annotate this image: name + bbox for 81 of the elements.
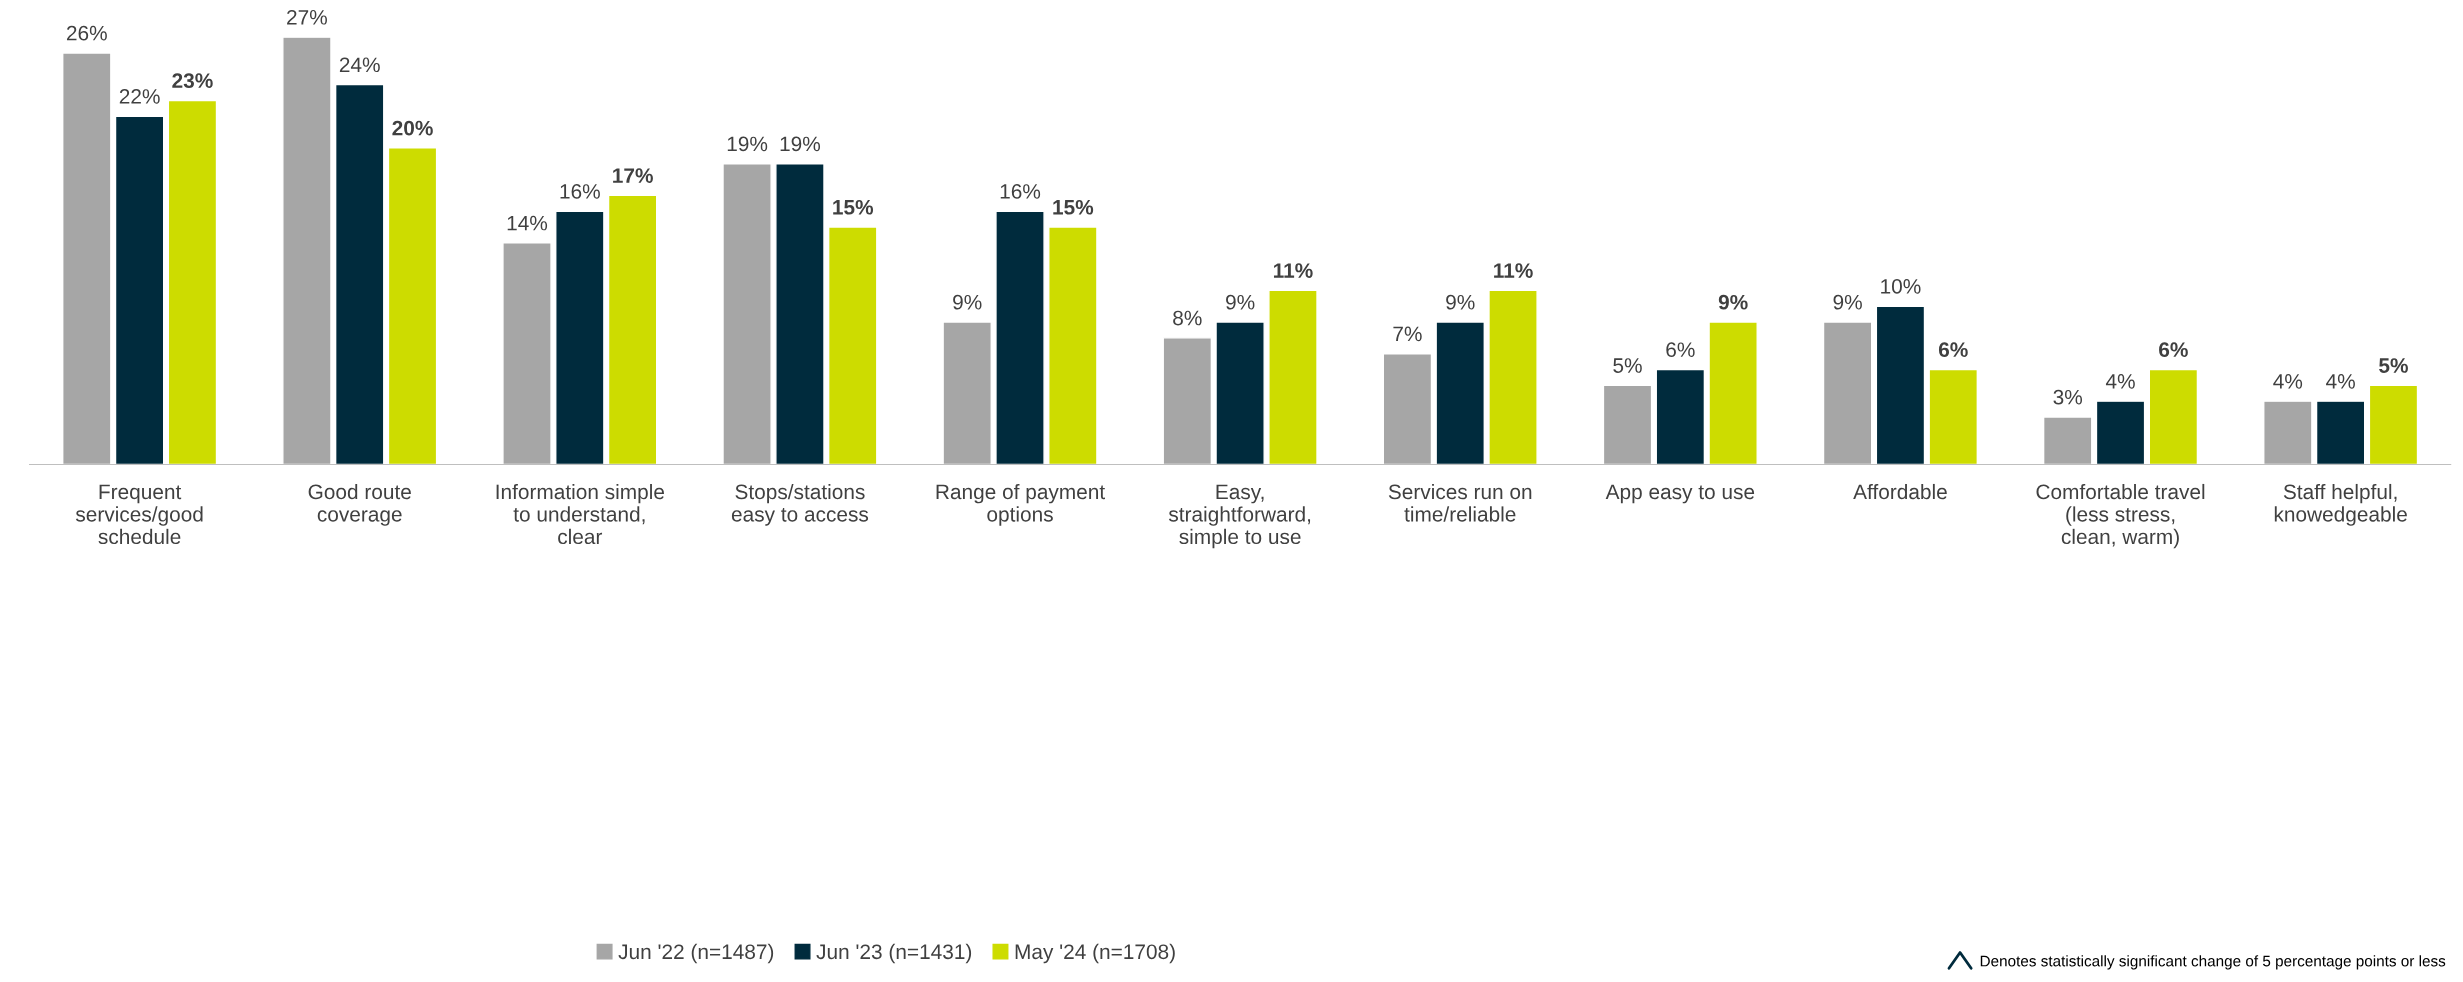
data-label: 4% bbox=[2273, 374, 2303, 389]
bar bbox=[1048, 226, 1098, 465]
data-label: 9% bbox=[1833, 294, 1862, 310]
data-label: 9% bbox=[1226, 294, 1255, 310]
x-tick-label: Good route coverage bbox=[308, 483, 411, 526]
data-label: 19% bbox=[780, 136, 821, 152]
data-label: 5% bbox=[1613, 358, 1642, 373]
text: Denotes statistically significant change of 5 percentage points or less bbox=[1980, 955, 2446, 970]
legend-label: May '24 (n=1708) bbox=[1015, 943, 1175, 964]
data-label: 9% bbox=[1446, 294, 1475, 310]
bar bbox=[62, 52, 112, 465]
data-label: 4% bbox=[2105, 374, 2135, 389]
data-label: 5% bbox=[2379, 358, 2408, 373]
data-label: 8% bbox=[1173, 310, 1202, 326]
bar bbox=[995, 210, 1045, 465]
x-tick-label: Information simple to understand, clear bbox=[496, 483, 664, 545]
bar bbox=[2315, 400, 2366, 465]
bar bbox=[1215, 321, 1265, 465]
x-tick-label: Range of payment options bbox=[936, 483, 1105, 526]
bar bbox=[1488, 289, 1538, 465]
bar bbox=[1875, 305, 1926, 465]
data-label: 10% bbox=[1881, 279, 1921, 294]
bar bbox=[1435, 321, 1485, 465]
x-tick-label: Staff helpful, knowedgeable bbox=[2274, 483, 2407, 526]
bar bbox=[1602, 384, 1653, 465]
bar bbox=[2263, 400, 2313, 465]
data-label: 26% bbox=[66, 25, 107, 41]
bar bbox=[2042, 416, 2093, 465]
bar bbox=[1382, 352, 1433, 465]
bar bbox=[502, 242, 552, 465]
bar bbox=[167, 99, 218, 465]
bar bbox=[942, 321, 992, 465]
data-label: 4% bbox=[2326, 374, 2355, 389]
legend-label: Jun '22 (n=1487) bbox=[618, 943, 774, 964]
bar bbox=[2148, 368, 2199, 465]
x-tick-label: Affordable bbox=[1853, 483, 1947, 500]
bar bbox=[827, 226, 878, 465]
data-label: 9% bbox=[1718, 294, 1748, 310]
bar bbox=[387, 147, 438, 465]
bar bbox=[1655, 368, 1706, 465]
bar bbox=[722, 163, 772, 465]
bar bbox=[334, 83, 385, 465]
bar bbox=[607, 194, 658, 465]
data-label: 20% bbox=[392, 120, 433, 136]
bar bbox=[1162, 337, 1213, 465]
data-label: 7% bbox=[1393, 326, 1422, 342]
bar bbox=[1822, 321, 1873, 465]
data-label: 6% bbox=[1938, 342, 1968, 358]
bar bbox=[282, 36, 332, 465]
x-tick-label: Comfortable travel (less stress, clean, warm) bbox=[2036, 483, 2205, 549]
data-label: 19% bbox=[727, 136, 768, 152]
legend-label: Jun '23 (n=1431) bbox=[816, 943, 972, 964]
bar bbox=[2095, 400, 2146, 465]
x-tick-label: Stops/stations easy to access bbox=[731, 483, 869, 526]
bar bbox=[1708, 321, 1758, 465]
data-label: 17% bbox=[613, 168, 653, 183]
bar bbox=[2368, 384, 2419, 465]
bar bbox=[1268, 289, 1318, 465]
data-label: 24% bbox=[339, 57, 380, 73]
x-tick-label: Frequent services/good schedule bbox=[75, 484, 203, 545]
data-label: 11% bbox=[1494, 263, 1533, 278]
data-label: 3% bbox=[2053, 389, 2083, 405]
data-label: 16% bbox=[560, 184, 600, 199]
data-label: 11% bbox=[1273, 263, 1313, 278]
bar bbox=[775, 163, 825, 465]
x-tick-label: Services run on time/reliable bbox=[1388, 483, 1532, 522]
data-label: 23% bbox=[172, 73, 213, 89]
bar bbox=[114, 115, 165, 465]
bar bbox=[1928, 368, 1979, 465]
data-label: 6% bbox=[2159, 342, 2188, 358]
data-label: 6% bbox=[1666, 342, 1695, 358]
data-label: 16% bbox=[1000, 184, 1041, 199]
data-label: 15% bbox=[833, 199, 874, 215]
data-label: 9% bbox=[953, 294, 982, 310]
x-tick-label: App easy to use bbox=[1605, 484, 1755, 504]
x-tick-label: Easy, straightforward, simple to use bbox=[1168, 484, 1311, 549]
bar bbox=[555, 210, 605, 465]
data-label: 15% bbox=[1053, 199, 1094, 215]
data-label: 22% bbox=[119, 89, 160, 104]
data-label: 27% bbox=[287, 9, 327, 25]
data-label: 14% bbox=[507, 215, 548, 231]
